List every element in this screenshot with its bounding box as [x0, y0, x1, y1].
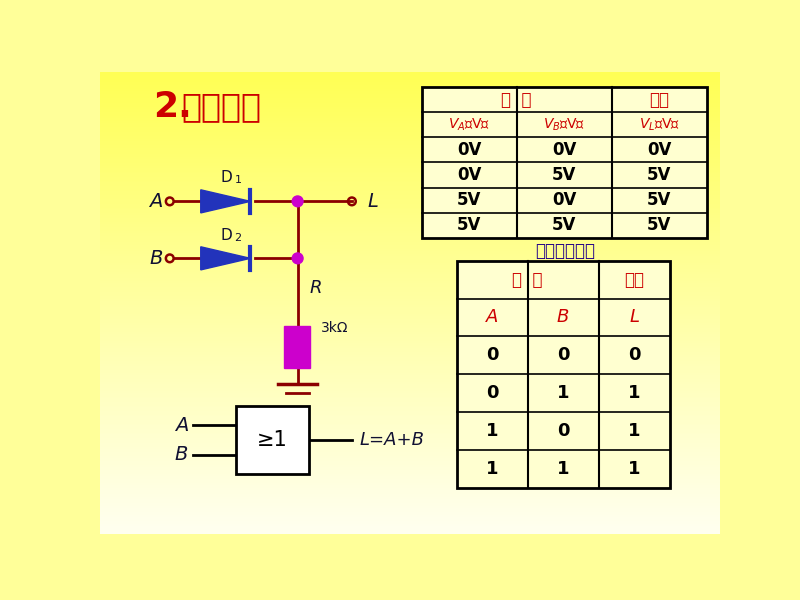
Text: L=A+B: L=A+B [360, 431, 425, 449]
Text: 0V: 0V [552, 141, 577, 159]
Text: 1: 1 [557, 384, 570, 402]
Text: 0: 0 [486, 384, 498, 402]
Text: A: A [149, 192, 162, 211]
Text: 5V: 5V [552, 166, 577, 184]
Text: 5V: 5V [457, 191, 482, 209]
Text: 0: 0 [628, 346, 640, 364]
Text: 3kΩ: 3kΩ [321, 320, 348, 335]
Text: $\mathit{L}$: $\mathit{L}$ [629, 308, 639, 326]
Bar [457, 260, 670, 488]
Text: 或门电路: 或门电路 [182, 90, 262, 123]
Text: 5V: 5V [647, 191, 671, 209]
Text: $\mathit{V}_L$（V）: $\mathit{V}_L$（V） [638, 117, 680, 133]
Bar [422, 88, 707, 238]
Text: 0V: 0V [647, 141, 671, 159]
Text: 1: 1 [486, 460, 498, 478]
Text: 0V: 0V [552, 191, 577, 209]
Text: 0V: 0V [457, 141, 482, 159]
Text: 0V: 0V [457, 166, 482, 184]
Text: 1: 1 [628, 384, 640, 402]
Text: 5V: 5V [457, 216, 482, 234]
Text: A: A [174, 416, 188, 434]
Text: ≥1: ≥1 [257, 430, 288, 450]
Text: $\mathit{A}$: $\mathit{A}$ [485, 308, 499, 326]
Text: 0: 0 [486, 346, 498, 364]
Text: $\mathit{B}$: $\mathit{B}$ [557, 308, 570, 326]
Text: 输  入: 输 入 [502, 91, 532, 109]
Text: 0: 0 [557, 422, 570, 440]
Text: $\mathit{V}_A$（V）: $\mathit{V}_A$（V） [448, 117, 490, 133]
Text: 5V: 5V [552, 216, 577, 234]
Text: 1: 1 [486, 422, 498, 440]
Polygon shape [201, 190, 250, 213]
Text: 或逻辑真值表: 或逻辑真值表 [535, 242, 595, 260]
Circle shape [292, 196, 303, 207]
Text: D: D [221, 228, 232, 243]
Text: 0: 0 [557, 346, 570, 364]
Circle shape [292, 253, 303, 264]
Text: 输出: 输出 [624, 271, 644, 289]
Text: 5V: 5V [647, 216, 671, 234]
Bar [285, 326, 310, 368]
Text: 1: 1 [628, 460, 640, 478]
Text: 输出: 输出 [650, 91, 670, 109]
Polygon shape [201, 247, 250, 270]
Text: R: R [310, 278, 322, 296]
Text: 1: 1 [234, 175, 242, 185]
Text: 1: 1 [628, 422, 640, 440]
Bar [236, 406, 310, 474]
Text: D: D [221, 170, 232, 185]
Text: 输  入: 输 入 [512, 271, 542, 289]
Text: 5V: 5V [647, 166, 671, 184]
Text: $\mathit{V}_B$（V）: $\mathit{V}_B$（V） [543, 117, 586, 133]
Text: 2.: 2. [153, 89, 191, 124]
Text: B: B [149, 249, 162, 268]
Text: L: L [367, 192, 378, 211]
Text: 2: 2 [234, 233, 242, 242]
Text: 1: 1 [557, 460, 570, 478]
Text: B: B [174, 445, 188, 464]
